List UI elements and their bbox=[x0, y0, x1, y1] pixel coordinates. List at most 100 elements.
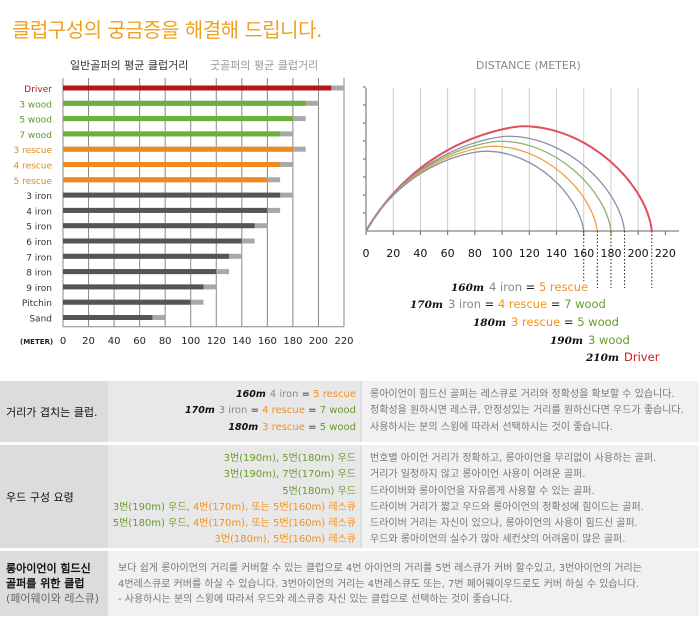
x-tick-label: 200 bbox=[628, 247, 649, 260]
category-label: Sand bbox=[29, 315, 52, 325]
x-tick-label: 20 bbox=[386, 247, 400, 260]
bar-average-golfer bbox=[63, 223, 255, 229]
distance-value: 210m bbox=[586, 352, 620, 364]
category-label: 7 wood bbox=[19, 131, 52, 141]
x-tick-label: 0 bbox=[60, 336, 66, 347]
bar-average-golfer bbox=[63, 116, 293, 122]
x-tick-label: 160 bbox=[258, 336, 277, 347]
club-name: = bbox=[304, 405, 320, 417]
combination-part: 3번(180m), 5번(160m) 레스큐 bbox=[214, 534, 356, 546]
category-label: 4 rescue bbox=[13, 162, 52, 172]
club-distance-bar-chart: 0 20 40 60 80 100 120 140 160 180 200 220 (METER) Dri… bbox=[13, 78, 354, 347]
club-name: Driver bbox=[624, 350, 660, 364]
description-line: 드라이버 거리가 짧고 우드와 롱아이언의 정확성에 힘이드는 골퍼. bbox=[370, 501, 644, 513]
bar-average-golfer bbox=[63, 207, 268, 213]
wood-combination-line: 3번(190m) 우드, 4번(170m), 또는 5번(160m) 레스큐 bbox=[108, 500, 356, 516]
category-label: 9 iron bbox=[26, 284, 52, 294]
x-tick-label: 140 bbox=[232, 336, 251, 347]
x-tick-label: 140 bbox=[546, 247, 567, 260]
distance-value: 180m bbox=[228, 421, 259, 433]
club-name: 3 iron bbox=[448, 297, 481, 311]
header-line-3: (페어웨이와 레스큐) bbox=[6, 592, 100, 605]
club-name: 3 iron bbox=[218, 405, 248, 417]
wood-combination-line: 5번(180m) 우드 bbox=[108, 484, 356, 500]
overlap-line: 170m 3 iron = 4 rescue = 7 wood bbox=[108, 403, 356, 419]
combination-part: 4번(170m), 또는 5번(160m) 레스큐 bbox=[192, 501, 356, 513]
row-overlap: 거리가 겹치는 클럽. 160m 4 iron = 5 rescue 170m 3 i… bbox=[0, 381, 699, 445]
category-label: 8 iron bbox=[26, 269, 52, 279]
overlap-line: 180m 3 rescue = 5 wood bbox=[108, 420, 356, 436]
club-name: 4 rescue bbox=[497, 297, 548, 311]
combination-part: 4번(170m), 또는 5번(160m) 레스큐 bbox=[192, 518, 356, 530]
bar-average-golfer bbox=[63, 299, 191, 305]
distance-value: 190m bbox=[550, 335, 584, 347]
x-tick-label: 60 bbox=[441, 247, 455, 260]
bar-average-golfer bbox=[63, 284, 204, 290]
category-label: 4 iron bbox=[26, 207, 52, 217]
bar-average-golfer bbox=[63, 100, 306, 106]
club-info-table: 거리가 겹치는 클럽. 160m 4 iron = 5 rescue 170m 3 i… bbox=[0, 381, 699, 619]
x-tick-label: 220 bbox=[655, 247, 676, 260]
club-name: = bbox=[560, 315, 578, 329]
arc-label: 180m 3 rescue = 5 wood bbox=[473, 315, 619, 329]
distance-value: 160m bbox=[451, 282, 485, 294]
legend-average-golfer: 일반골퍼의 평균 클럽거리 bbox=[70, 59, 189, 72]
bar-average-golfer bbox=[63, 315, 153, 320]
club-name: 4 iron bbox=[269, 389, 299, 400]
header-line-1: 롱아이언이 힘드신 bbox=[6, 562, 91, 575]
arc-label: 160m 4 iron = 5 rescue bbox=[451, 280, 588, 294]
club-name: 3 rescue bbox=[511, 315, 561, 329]
description-line: 보다 쉽게 롱아이언의 거리를 커버할 수 있는 클럽으로 4번 아이언의 거리… bbox=[118, 563, 642, 574]
club-name: 3 wood bbox=[588, 333, 630, 347]
x-tick-label: 80 bbox=[159, 336, 172, 347]
wood-combination-line: 3번(190m), 5번(180m) 우드 bbox=[108, 451, 356, 467]
bar-average-golfer bbox=[63, 269, 217, 275]
description-line: 롱아이언이 힘드신 골퍼는 레스큐로 거리와 정확성을 확보할 수 있습니다. bbox=[370, 389, 675, 400]
x-tick-label: 0 bbox=[363, 247, 370, 260]
club-name: 4 rescue bbox=[262, 405, 305, 417]
distance-chart-title: DISTANCE (METER) bbox=[476, 59, 581, 72]
x-tick-label: 40 bbox=[413, 247, 427, 260]
category-label: 5 wood bbox=[19, 116, 52, 126]
wood-combinations: 3번(190m), 5번(180m) 우드 3번(190m), 7번(170m) … bbox=[108, 445, 360, 548]
x-tick-label: 100 bbox=[492, 247, 513, 260]
x-tick-label: 120 bbox=[207, 336, 226, 347]
x-tick-label: 20 bbox=[82, 336, 95, 347]
row-wood: 우드 구성 요령 3번(190m), 5번(180m) 우드 3번(190m), … bbox=[0, 445, 699, 551]
arc-label: 210m Driver bbox=[586, 350, 659, 364]
x-axis-label: (METER) bbox=[20, 338, 53, 346]
bar-average-golfer bbox=[63, 146, 293, 152]
distance-value: 170m bbox=[184, 405, 215, 417]
arc-label: 190m 3 wood bbox=[550, 333, 630, 347]
club-name: 7 wood bbox=[564, 297, 606, 311]
row-header-long-iron: 롱아이언이 힘드신 골퍼를 위한 클럽 (페어웨이와 레스큐) bbox=[0, 551, 108, 616]
wood-combination-line: 3번(180m), 5번(160m) 레스큐 bbox=[108, 532, 356, 548]
wood-combination-line: 5번(180m) 우드, 4번(170m), 또는 5번(160m) 레스큐 bbox=[108, 516, 356, 532]
distance-value: 180m bbox=[473, 317, 507, 329]
description-line: 4번레스큐로 커버를 하실 수 있습니다. 3번아이언의 거리는 4번레스큐도 … bbox=[118, 578, 640, 590]
club-name: = bbox=[547, 297, 565, 311]
description-line: 거리가 일정하지 않고 롱아이언 사용이 어려운 골퍼. bbox=[370, 469, 586, 481]
combination-part: 5번(180m) 우드, bbox=[112, 518, 193, 530]
bar-average-golfer bbox=[63, 162, 281, 167]
x-tick-label: 180 bbox=[283, 336, 302, 347]
category-label: 5 rescue bbox=[13, 177, 52, 187]
category-label: 3 iron bbox=[26, 192, 52, 202]
club-name: = bbox=[304, 421, 320, 433]
x-tick-label: 80 bbox=[468, 247, 482, 260]
long-iron-description: 보다 쉽게 롱아이언의 거리를 커버할 수 있는 클럽으로 4번 아이언의 거리… bbox=[108, 551, 699, 616]
distance-arc-chart: 0 20 40 60 80 100 120 140 160 180 200 220 bbox=[363, 86, 679, 288]
category-label: Driver bbox=[24, 85, 52, 95]
club-name: 4 iron bbox=[489, 280, 522, 294]
club-name: 5 rescue bbox=[313, 389, 356, 400]
club-name: 5 wood bbox=[319, 421, 356, 433]
x-tick-label: 120 bbox=[519, 247, 540, 260]
bar-average-golfer bbox=[63, 131, 281, 137]
club-name: = bbox=[298, 389, 314, 400]
description-line: 사용하시는 분의 스윙에 따라서 선택하시는 것이 좋습니다. bbox=[370, 421, 614, 433]
bar-average-golfer bbox=[63, 177, 268, 183]
description-line: 드라이버와 롱아이언을 자유롭게 사용할 수 있는 골퍼. bbox=[370, 485, 595, 497]
bar-average-golfer bbox=[63, 192, 281, 198]
description-line: 정확성을 원하시면 레스큐, 안정성있는 거리를 원하신다면 우드가 좋습니다. bbox=[370, 405, 684, 417]
x-tick-label: 220 bbox=[334, 336, 353, 347]
